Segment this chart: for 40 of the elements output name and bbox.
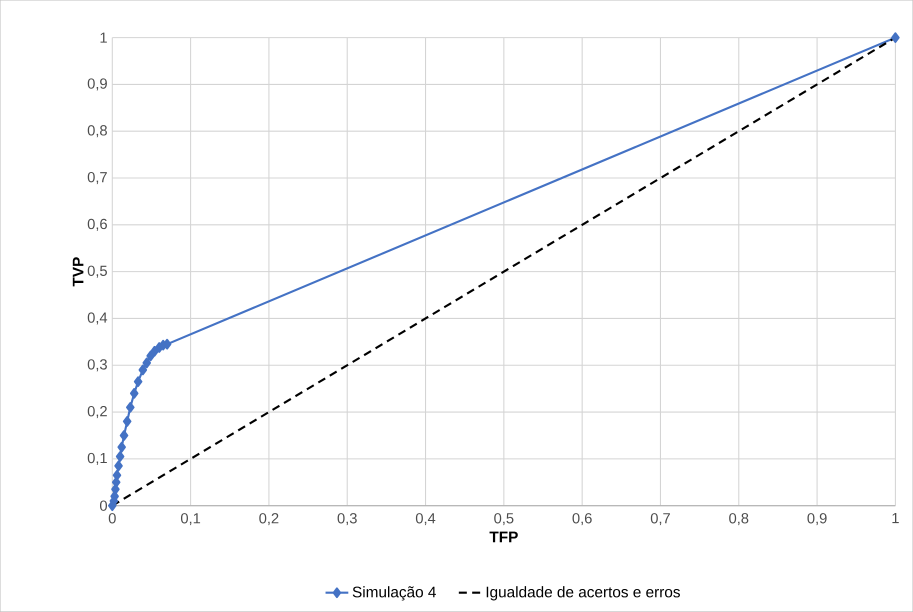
y-tick-label: 0,5 [88, 266, 107, 278]
legend-label: Igualdade de acertos e erros [486, 586, 680, 600]
point [112, 470, 122, 481]
y-tick-label: 0,8 [88, 125, 107, 138]
y-tick-label: 0,7 [88, 172, 107, 184]
y-tick-label: 0,6 [88, 218, 107, 231]
point [122, 416, 132, 427]
y-tick-label: 0 [100, 500, 107, 511]
point [134, 376, 142, 387]
x-tick-label: 0,7 [650, 513, 670, 526]
point [150, 346, 159, 357]
point [130, 388, 138, 399]
x-tick-label: 1 [892, 513, 899, 524]
point [114, 460, 123, 472]
y-tick-label: 1 [100, 32, 107, 43]
point [142, 358, 152, 368]
point [126, 402, 135, 413]
x-tick-label: 0,1 [180, 513, 200, 526]
point [891, 32, 900, 43]
x-tick-label: 0,5 [494, 513, 514, 526]
x-tick-label: 0,8 [729, 513, 748, 526]
x-axis-title: TFP [490, 532, 518, 542]
x-tick-label: 0,2 [259, 513, 278, 526]
x-tick-label: 0,3 [338, 513, 357, 526]
point [138, 364, 148, 376]
y-axis-title: TVP [72, 257, 84, 286]
x-tick-label: 0,6 [572, 513, 592, 526]
legend-label: Simulação 4 [352, 586, 436, 601]
point [120, 430, 128, 441]
point [116, 451, 124, 462]
x-tick-label: 0,9 [807, 513, 827, 526]
x-tick-label: 0,4 [416, 513, 436, 526]
y-tick-label: 0,3 [88, 359, 107, 372]
y-tick-label: 0,1 [88, 452, 107, 465]
x-tick-label: 0 [108, 513, 116, 524]
y-tick-label: 0,9 [88, 78, 107, 90]
point [117, 442, 126, 453]
point [146, 350, 155, 362]
y-tick-label: 0,2 [88, 406, 107, 418]
y-tick-label: 0,4 [88, 312, 108, 325]
